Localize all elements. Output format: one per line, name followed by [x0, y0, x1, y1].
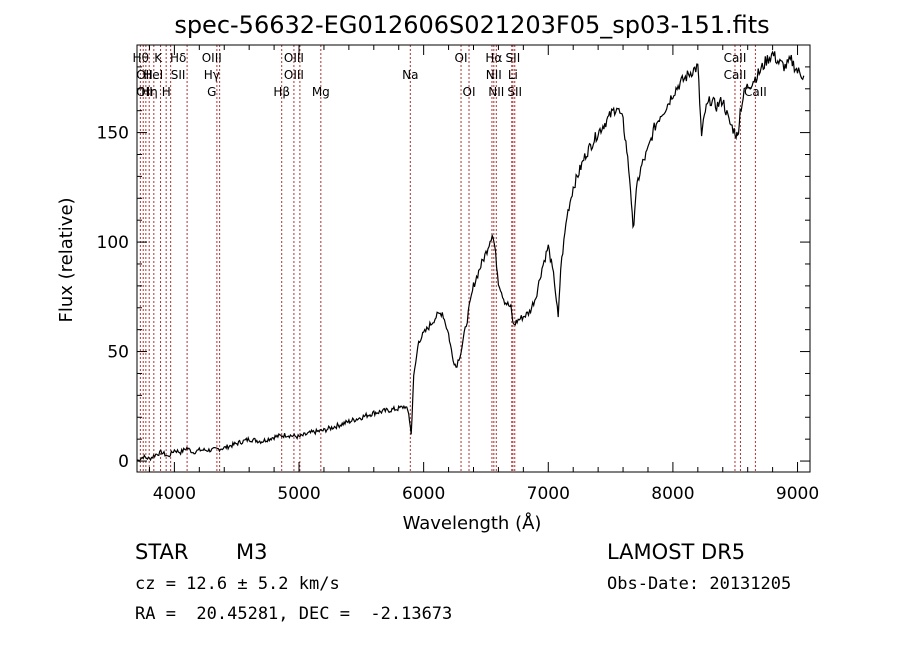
spectral-line-label: Hδ [170, 51, 186, 65]
spectral-line-label: Hγ [204, 68, 220, 82]
axis-ticks: 4000 5000 6000 7000 8000 9000 0 50 100 150 [97, 45, 819, 504]
y-tick-label: 100 [97, 233, 129, 253]
spectral-line-markers [139, 45, 756, 472]
spectral-line-label: OI [455, 51, 468, 65]
chart-title: spec-56632-EG012606S021203F05_sp03-151.f… [174, 11, 769, 39]
spectral-line-label: G [207, 85, 216, 99]
spectral-line-label: SII [507, 85, 522, 99]
x-tick-label: 7000 [527, 484, 570, 504]
coordinates: RA = 20.45281, DEC = -2.13673 [135, 604, 453, 624]
spectral-line-label: HeI [143, 68, 163, 82]
y-tick-label: 0 [118, 452, 129, 472]
spectral-line-label: Hθ [133, 51, 149, 65]
y-tick-label: 50 [107, 343, 129, 363]
spectral-line-label: OII [136, 68, 153, 82]
x-tick-label: 4000 [153, 484, 196, 504]
object-subclass: M3 [236, 540, 268, 564]
spectral-line-label: NII [488, 85, 504, 99]
object-class: STAR [135, 540, 189, 564]
spectral-line-label: SII [171, 68, 186, 82]
y-tick-label: 150 [97, 124, 129, 144]
observation-date: Obs-Date: 20131205 [607, 574, 792, 594]
spectral-line-label: Li [508, 68, 518, 82]
spectral-line-label: OIII [284, 68, 304, 82]
spectral-line-label: NII [486, 68, 502, 82]
redshift-velocity: cz = 12.6 ± 5.2 km/s [135, 574, 340, 594]
x-axis-label: Wavelength (Å) [403, 512, 542, 534]
x-tick-label: 8000 [651, 484, 694, 504]
spectral-line-label: K [154, 51, 163, 65]
y-axis-label: Flux (relative) [56, 197, 77, 322]
spectral-line-label: CaII [724, 68, 747, 82]
spectral-line-label: OI [463, 85, 476, 99]
spectral-line-label: OIII [284, 51, 304, 65]
spectral-line-label: CaII [724, 51, 747, 65]
spectral-line-label: Hβ [273, 85, 290, 99]
x-tick-label: 5000 [277, 484, 320, 504]
spectral-line-label: SII [506, 51, 521, 65]
spectral-line-label: Hη [141, 85, 158, 99]
spectral-line-label: Na [402, 68, 418, 82]
spectral-line-label: Hα [485, 51, 502, 65]
spectral-line-label: Mg [312, 85, 330, 99]
x-tick-label: 6000 [402, 484, 445, 504]
spectrum-series-line [136, 50, 805, 463]
spectral-line-label: OIII [202, 51, 222, 65]
spectral-line-label: H [162, 85, 171, 99]
x-tick-label: 9000 [776, 484, 819, 504]
plot-frame [136, 44, 811, 473]
survey-name: LAMOST DR5 [607, 540, 746, 564]
